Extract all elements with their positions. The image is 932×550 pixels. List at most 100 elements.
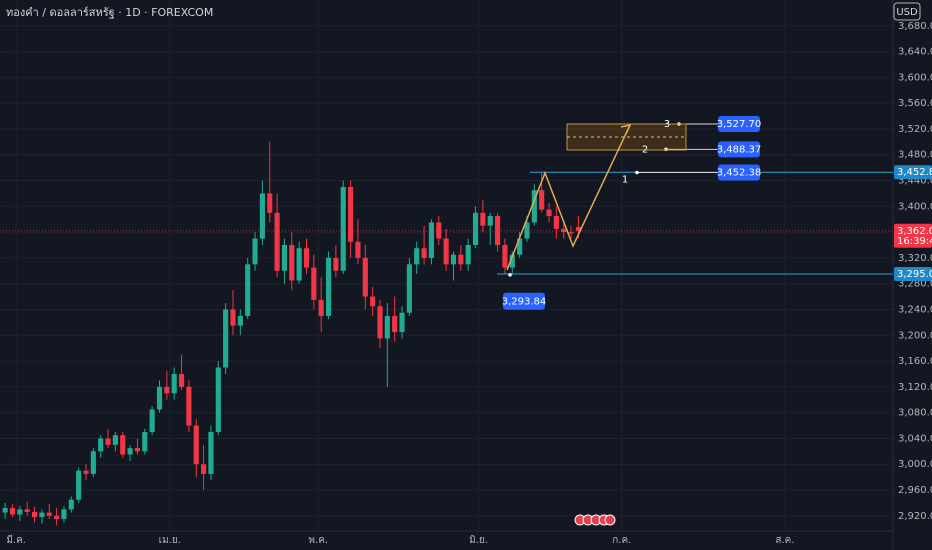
candle-body [524, 222, 530, 239]
candle-body [230, 309, 236, 326]
arrow-head [620, 123, 632, 135]
y-tick-label: 2,920.00 [898, 511, 932, 522]
last-price-label: 3,362.03 [897, 226, 932, 237]
candle-body [296, 248, 302, 281]
candle-body [325, 257, 332, 316]
y-tick-label: 3,240.00 [898, 304, 932, 315]
candle-body [421, 248, 427, 258]
x-tick-label: ก.ค. [612, 535, 631, 546]
candle-body [348, 186, 354, 242]
candle-body [149, 409, 155, 432]
target-point [635, 170, 639, 175]
candle-body [370, 296, 376, 307]
candle-body [46, 512, 52, 516]
candle-body [517, 238, 523, 255]
x-tick-label: พ.ค. [308, 535, 328, 546]
target-label-bg [718, 115, 760, 132]
candle-body [384, 315, 390, 339]
candle-body [208, 431, 214, 474]
projection-path [506, 124, 631, 271]
price-label-bg [894, 165, 932, 180]
x-tick-label: เม.ย. [159, 535, 181, 546]
target-label-bg [718, 141, 760, 158]
candle-body [289, 245, 295, 281]
candle-body [2, 508, 8, 513]
candle-body [24, 509, 30, 512]
candle-body [134, 448, 141, 452]
candle-body [274, 212, 280, 271]
price-label: 3,295.06 [897, 269, 932, 280]
candle-body [281, 245, 288, 271]
candle-body [539, 190, 545, 210]
candle-body [392, 315, 398, 333]
candle-body [178, 373, 185, 387]
currency-box[interactable] [893, 2, 921, 21]
candle-body [406, 264, 412, 313]
candle-body [98, 438, 104, 452]
last-price-bg [894, 223, 932, 248]
candle-body [31, 511, 38, 518]
candle-body [531, 190, 537, 223]
candle-body [311, 267, 317, 300]
countdown: 16:39:42 [897, 236, 932, 247]
event-icon[interactable] [604, 514, 616, 526]
y-tick-label: 3,280.00 [898, 279, 932, 290]
candle-body [83, 470, 89, 474]
candle-body [480, 212, 486, 226]
event-icons [574, 514, 616, 526]
candle-body [502, 245, 508, 268]
candle-body [215, 367, 221, 432]
y-tick-label: 3,000.00 [898, 459, 932, 470]
candle-body [76, 470, 82, 500]
price-label-bg [894, 266, 932, 281]
candle-body [90, 451, 96, 474]
candle-body [333, 257, 339, 271]
candle-body [575, 226, 582, 231]
y-tick-label: 3,320.00 [898, 253, 932, 264]
candle-body [120, 435, 126, 455]
candle-body [252, 238, 258, 265]
target-label: 3,488.37 [717, 144, 762, 155]
candle-body [237, 315, 243, 326]
target-name: 1 [622, 175, 628, 186]
target-label: 3,452.38 [717, 168, 762, 179]
candle-body [561, 228, 567, 233]
currency: USD [896, 7, 918, 18]
y-tick-label: 3,640.00 [898, 47, 932, 58]
y-tick-label: 3,040.00 [898, 433, 932, 444]
x-tick-label: มิ.ย. [469, 535, 488, 546]
candle-body [340, 186, 346, 271]
candles [0, 122, 893, 526]
candle-body [362, 257, 368, 297]
y-tick-label: 2,960.00 [898, 485, 932, 496]
candle-body [568, 232, 574, 234]
candle-body [399, 312, 405, 333]
candle-body [9, 508, 16, 515]
candle-body [267, 193, 273, 213]
candle-body [377, 306, 383, 339]
y-tick-label: 3,680.00 [898, 21, 932, 32]
candle-body [303, 248, 310, 268]
candle-body [450, 254, 457, 265]
candle-body [105, 438, 111, 445]
candle-body [61, 509, 67, 520]
candle-body [443, 238, 449, 265]
candle-body [201, 464, 207, 474]
low-point [508, 272, 512, 277]
y-tick-label: 3,160.00 [898, 356, 932, 367]
candle-body [164, 386, 170, 394]
candle-body [54, 515, 60, 520]
target-name: 3 [664, 119, 670, 130]
candle-body [223, 309, 229, 368]
y-tick-label: 3,120.00 [898, 382, 932, 393]
candle-body [193, 425, 199, 465]
drawings [506, 123, 687, 526]
y-tick-label: 3,600.00 [898, 72, 932, 83]
candle-body [156, 386, 163, 410]
price-label: 3,452.88 [897, 167, 932, 178]
target-label-bg [718, 164, 760, 181]
target-label: 3,527.70 [717, 119, 762, 130]
candle-body [495, 215, 501, 246]
y-tick-label: 3,440.00 [898, 176, 932, 187]
